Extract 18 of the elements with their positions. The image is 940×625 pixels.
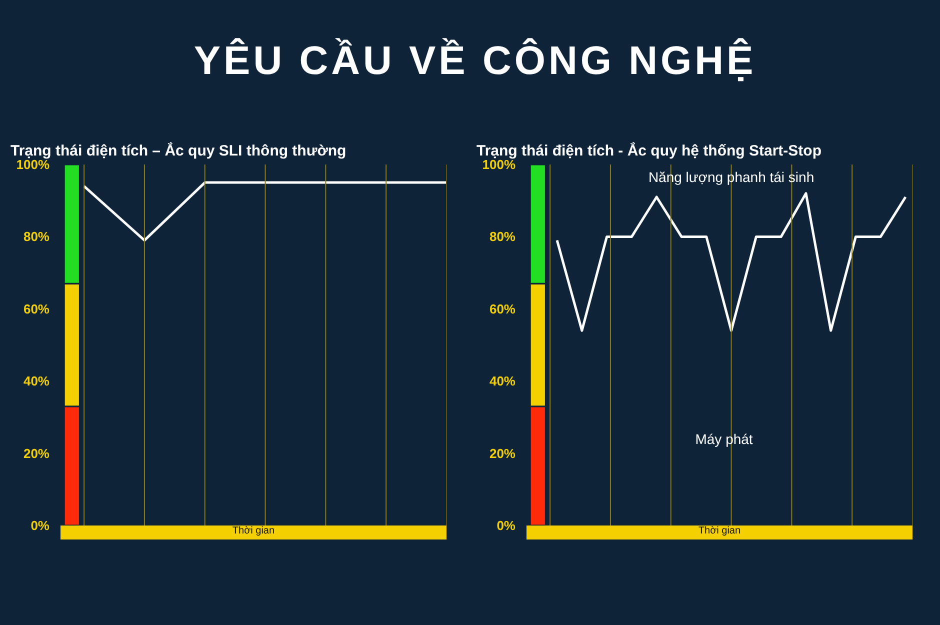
text: YÊU CẦU VỀ CÔNG NGHỆ (194, 37, 756, 85)
y-tick-label: 40% (489, 374, 516, 389)
y-tick-label: 20% (23, 446, 50, 461)
x-axis-title: Thời gian (232, 526, 275, 536)
y-tick-label: 20% (489, 446, 516, 461)
annotation: Máy phát (695, 430, 753, 447)
y-tick-label: 60% (489, 301, 516, 316)
x-axis-title: Thời gian (698, 526, 741, 536)
y-tick-label: 80% (489, 229, 516, 244)
y-tick-label: 0% (496, 518, 516, 533)
y-tick-label: 60% (23, 301, 50, 316)
y-tick-label: 80% (23, 229, 50, 244)
annotation: Năng lượng phanh tái sinh (648, 169, 814, 186)
chart-title: Trạng thái điện tích – Ắc quy SLI thông thường (10, 142, 346, 160)
line-series (556, 192, 907, 332)
y-tick-label: 40% (23, 374, 50, 389)
chart-title: Trạng thái điện tích - Ắc quy hệ thống Start-Stop (476, 142, 822, 160)
y-tick-label: 0% (30, 518, 50, 533)
